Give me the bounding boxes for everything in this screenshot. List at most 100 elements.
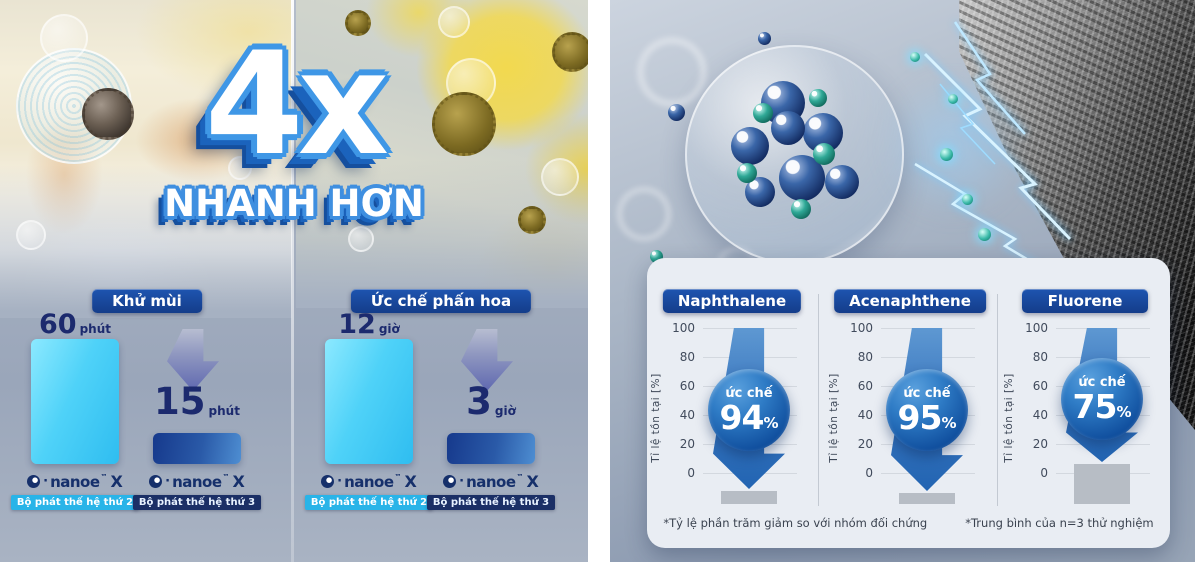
generator-badge-wrap: Bộ phát thế hệ thứ 3 xyxy=(132,490,262,510)
generator-badge-wrap: Bộ phát thế hệ thứ 3 xyxy=(426,490,556,510)
bubble xyxy=(616,186,672,242)
molecule-ball xyxy=(825,165,859,199)
y-tick: 100 xyxy=(1025,321,1048,335)
section-title: Ức chế phấn hoa xyxy=(350,289,532,313)
after-value-label: 3 giờ xyxy=(466,380,516,423)
footnotes: *Tỷ lệ phần trăm giảm so với nhóm đối ch… xyxy=(647,516,1170,530)
y-tick: 20 xyxy=(1032,437,1048,451)
generator-badge: Bộ phát thế hệ thứ 3 xyxy=(132,495,262,510)
bubble xyxy=(228,156,252,180)
after-bar xyxy=(447,433,535,464)
inhibition-label: ức chế xyxy=(725,385,773,401)
chart-column-acenaphthene: Acenaphthene Tỉ lệ tồn tại [%] 100 80 60… xyxy=(825,258,995,548)
column-divider xyxy=(818,294,819,506)
column-title: Fluorene xyxy=(1022,289,1148,313)
inhibition-circle: ức chế 95% xyxy=(886,369,968,451)
left-panel-speed-comparison: 4x NHANH HƠN Khử mùi 60 phút 15 phút · nano… xyxy=(0,0,588,562)
inhibition-label: ức chế xyxy=(903,385,951,401)
y-tick: 60 xyxy=(857,379,873,393)
generator-badge: Bộ phát thế hệ thứ 2 xyxy=(304,495,434,510)
footnote: *Trung bình của n=3 thử nghiệm xyxy=(965,516,1154,530)
y-tick: 20 xyxy=(679,437,695,451)
generator-badge: Bộ phát thế hệ thứ 2 xyxy=(10,495,140,510)
pollen-ball xyxy=(345,10,371,36)
bubble xyxy=(348,226,374,252)
bubble xyxy=(40,14,88,62)
section-title: Khử mùi xyxy=(92,289,202,313)
inhibition-label: ức chế xyxy=(1078,374,1126,390)
bubble xyxy=(636,36,708,108)
y-tick: 0 xyxy=(865,466,873,480)
lightning-icon xyxy=(914,21,1072,278)
remaining-bar xyxy=(721,491,777,504)
inhibition-value: 94% xyxy=(719,397,779,437)
radical-dot xyxy=(948,94,958,104)
y-tick: 40 xyxy=(1032,408,1048,422)
y-tick: 80 xyxy=(679,350,695,364)
comparison-section-pollen: Ức chế phấn hoa 12 giờ 3 giờ · nanoe ™ X · nan… xyxy=(294,283,588,562)
right-panel-inhibition: Naphthalene Tỉ lệ tồn tại [%] 100 80 60 … xyxy=(610,0,1195,562)
y-tick: 60 xyxy=(1032,379,1048,393)
nanoe-mark-icon xyxy=(149,475,163,488)
headline-subtitle: NHANH HƠN xyxy=(164,182,424,225)
y-tick: 20 xyxy=(857,437,873,451)
before-bar xyxy=(325,339,413,464)
molecule-ball xyxy=(813,143,835,165)
remaining-bar xyxy=(1074,464,1130,504)
bubble xyxy=(438,6,470,38)
column-title: Naphthalene xyxy=(662,289,802,313)
bubble xyxy=(541,158,579,196)
molecule-ball xyxy=(753,103,773,123)
inhibition-value: 95% xyxy=(897,397,957,437)
pollen-ball xyxy=(518,206,546,234)
y-tick: 100 xyxy=(850,321,873,335)
mini-chart: Tỉ lệ tồn tại [%] 100 80 60 40 20 0 xyxy=(647,316,817,516)
comparison-section-deodorize: Khử mùi 60 phút 15 phút · nanoe ™ X · nanoe ™ X … xyxy=(0,283,294,562)
molecule-ball xyxy=(758,32,771,45)
odor-particle xyxy=(82,88,134,140)
nanoe-logo-wrap: · nanoe ™ X xyxy=(309,472,429,492)
nanoe-logo-wrap: · nanoe ™ X xyxy=(431,472,551,492)
nanoe-logo: · nanoe ™ X xyxy=(443,472,539,491)
bubble xyxy=(16,220,46,250)
molecule-ball xyxy=(809,89,827,107)
bubble xyxy=(306,90,336,120)
generator-badge-wrap: Bộ phát thế hệ thứ 2 xyxy=(10,490,140,510)
y-tick: 60 xyxy=(679,379,695,393)
footnote: *Tỷ lệ phần trăm giảm so với nhóm đối ch… xyxy=(663,516,928,530)
radical-dot xyxy=(940,148,953,161)
mini-chart: Tỉ lệ tồn tại [%] 100 80 60 40 20 0 xyxy=(1000,316,1170,516)
nanoe-mark-icon xyxy=(27,475,41,488)
nanoe-logo: · nanoe ™ X xyxy=(27,472,123,491)
before-bar xyxy=(31,339,119,464)
generator-badge: Bộ phát thế hệ thứ 3 xyxy=(426,495,556,510)
nanoe-mark-icon xyxy=(443,475,457,488)
nanoe-logo-wrap: · nanoe ™ X xyxy=(15,472,135,492)
after-value-label: 15 phút xyxy=(154,380,240,423)
radical-dot xyxy=(910,52,920,62)
molecule-ball xyxy=(737,163,757,183)
inhibition-circle: ức chế 94% xyxy=(708,369,790,451)
pollen-ball xyxy=(432,92,496,156)
before-value-label: 60 phút xyxy=(39,309,111,340)
y-tick: 0 xyxy=(687,466,695,480)
inhibition-value: 75% xyxy=(1072,386,1132,426)
mini-chart: Tỉ lệ tồn tại [%] 100 80 60 40 20 0 xyxy=(825,316,995,516)
y-tick: 80 xyxy=(1032,350,1048,364)
generator-badge-wrap: Bộ phát thế hệ thứ 2 xyxy=(304,490,434,510)
nanoe-logo-wrap: · nanoe ™ X xyxy=(137,472,257,492)
y-tick: 80 xyxy=(857,350,873,364)
chart-card: Naphthalene Tỉ lệ tồn tại [%] 100 80 60 … xyxy=(647,258,1170,548)
column-title: Acenaphthene xyxy=(834,289,986,313)
panel-divider xyxy=(291,0,294,562)
nanoe-mark-icon xyxy=(321,475,335,488)
y-tick: 40 xyxy=(679,408,695,422)
remaining-bar xyxy=(899,493,955,504)
pollen-ball xyxy=(552,32,588,72)
molecule-cluster xyxy=(685,45,904,264)
y-tick: 0 xyxy=(1040,466,1048,480)
column-divider xyxy=(997,294,998,506)
molecule-ball xyxy=(731,127,769,165)
flowers-photo xyxy=(296,0,588,308)
